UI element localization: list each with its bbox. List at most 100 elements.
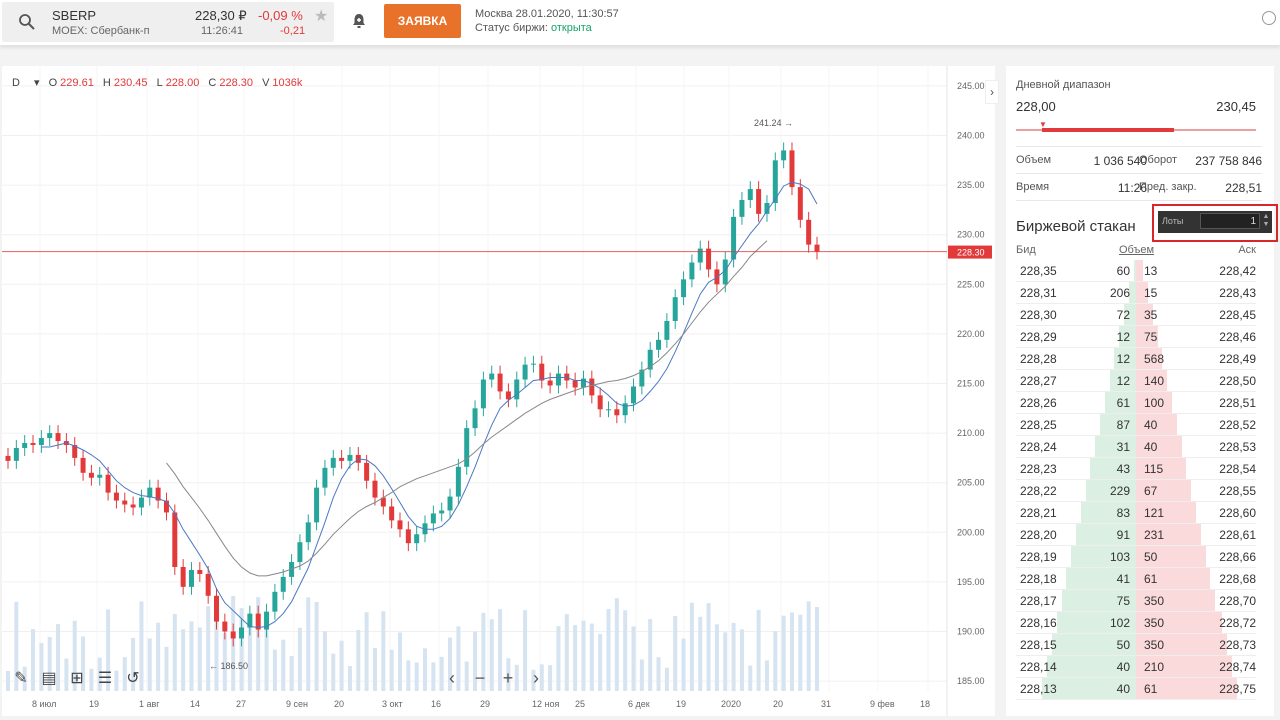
- chart-panel[interactable]: 245.00 240.00 235.00 230.00 225.00 220.00 215.…: [2, 66, 999, 716]
- orderbook-row[interactable]: 228,19 103 50 228,66: [1016, 546, 1256, 568]
- ask-depth-bar: [1136, 546, 1206, 567]
- bid-price: 228,15: [1020, 638, 1057, 652]
- orderbook-row[interactable]: 228,35 60 13 228,42: [1016, 260, 1256, 282]
- orderbook-row[interactable]: 228,22 229 67 228,55: [1016, 480, 1256, 502]
- orderbook-row[interactable]: 228,14 40 210 228,74: [1016, 656, 1256, 678]
- zoom-in-button[interactable]: +: [502, 668, 514, 688]
- orderbook-row[interactable]: 228,29 12 75 228,46: [1016, 326, 1256, 348]
- orderbook-row[interactable]: 228,26 61 100 228,51: [1016, 392, 1256, 414]
- timeframe-selector[interactable]: D: [12, 77, 20, 89]
- bid-depth-bar: [1119, 326, 1136, 347]
- order-button[interactable]: ЗАЯВКА: [384, 4, 461, 38]
- volume-bar: [606, 608, 611, 691]
- volume-bar: [314, 601, 319, 691]
- orderbook-row[interactable]: 228,16 102 350 228,72: [1016, 612, 1256, 634]
- bid-depth-bar: [1100, 414, 1136, 435]
- col-volume-header[interactable]: Объем: [1119, 244, 1155, 256]
- volume-bar: [439, 656, 444, 691]
- ticker-selector[interactable]: SBERP MOEX: Сбербанк-п 228,30 ₽ -0,09 % …: [2, 2, 334, 42]
- max-price-label: 241.24 →: [754, 118, 793, 128]
- ask-depth-bar: [1136, 634, 1228, 655]
- prev-close-label: Пред. закр.: [1139, 181, 1197, 193]
- candle-body: [464, 428, 470, 467]
- ohlc-legend: D ▾ O 229.61 H 230.45 L 228.00 C 228.30 V 1036…: [12, 77, 303, 89]
- orderbook-row[interactable]: 228,25 87 40 228,52: [1016, 414, 1256, 436]
- volume-bar: [281, 639, 286, 691]
- volume-bar: [197, 627, 202, 691]
- ask-depth-bar: [1136, 678, 1237, 699]
- volume-bar: [372, 648, 377, 691]
- ask-volume: 115: [1144, 462, 1164, 476]
- volume-bar: [347, 666, 352, 691]
- market-time: Москва 28.01.2020, 11:30:57: [475, 8, 619, 20]
- volume-bar: [506, 658, 511, 691]
- orderbook-row[interactable]: 228,27 12 140 228,50: [1016, 370, 1256, 392]
- time-label: Время: [1016, 181, 1050, 193]
- scroll-right-button[interactable]: ›: [533, 668, 539, 688]
- volume-bar: [172, 613, 177, 691]
- candle-body: [522, 364, 528, 380]
- add-indicator-icon[interactable]: ⊞: [70, 670, 84, 687]
- candle-body: [797, 187, 803, 220]
- volume-bar: [156, 622, 161, 691]
- orderbook-row[interactable]: 228,31 206 15 228,43: [1016, 282, 1256, 304]
- price-chart[interactable]: 245.00 240.00 235.00 230.00 225.00 220.00 215.…: [2, 66, 995, 716]
- orderbook-row[interactable]: 228,20 91 231 228,61: [1016, 524, 1256, 546]
- lots-input[interactable]: [1200, 213, 1260, 229]
- candle-body: [47, 433, 53, 439]
- x-tick-label: 8 июл: [32, 699, 56, 709]
- candle-body: [605, 409, 611, 411]
- volume-bar: [389, 649, 394, 691]
- star-icon[interactable]: ★: [314, 8, 329, 25]
- bid-volume: 87: [1116, 418, 1130, 432]
- zoom-out-button[interactable]: −: [474, 668, 486, 688]
- pencil-icon[interactable]: ✎: [14, 670, 28, 687]
- candle-body: [330, 457, 336, 468]
- close-icon[interactable]: [1262, 11, 1276, 25]
- reset-icon[interactable]: ↺: [126, 670, 140, 687]
- volume-bar: [222, 633, 227, 691]
- volume-bar: [39, 642, 44, 691]
- orderbook-row[interactable]: 228,28 12 568 228,49: [1016, 348, 1256, 370]
- x-tick-label: 16: [431, 699, 441, 709]
- orderbook-row[interactable]: 228,24 31 40 228,53: [1016, 436, 1256, 458]
- orderbook-row[interactable]: 228,23 43 115 228,54: [1016, 458, 1256, 480]
- ask-volume: 50: [1144, 550, 1158, 564]
- ask-depth-bar: [1136, 392, 1172, 413]
- orderbook-row[interactable]: 228,17 75 350 228,70: [1016, 590, 1256, 612]
- orderbook-row[interactable]: 228,21 83 121 228,60: [1016, 502, 1256, 524]
- orderbook-row[interactable]: 228,18 41 61 228,68: [1016, 568, 1256, 590]
- x-tick-label: 6 дек: [628, 699, 650, 709]
- candle-body: [222, 621, 228, 632]
- volume-bar: [139, 601, 144, 691]
- orderbook-row[interactable]: 228,15 50 350 228,73: [1016, 634, 1256, 656]
- volume-bar: [423, 648, 428, 691]
- volume-bar: [114, 670, 119, 691]
- x-tick-label: 2020: [721, 699, 741, 709]
- candle-body: [697, 248, 703, 263]
- ticker-change-abs: -0,21: [280, 25, 306, 37]
- ask-volume: 140: [1144, 374, 1165, 388]
- daily-range-high: 230,45: [1216, 99, 1256, 114]
- bid-depth-bar: [1066, 568, 1136, 589]
- layers-icon[interactable]: ▤: [41, 670, 57, 687]
- bid-depth-bar: [1085, 480, 1136, 501]
- ask-price: 228,51: [1219, 396, 1256, 410]
- orderbook-row[interactable]: 228,13 40 61 228,75: [1016, 678, 1256, 700]
- chevron-right-icon[interactable]: ›: [985, 80, 999, 104]
- orderbook-row[interactable]: 228,30 72 35 228,45: [1016, 304, 1256, 326]
- ask-price: 228,46: [1219, 330, 1256, 344]
- candle-body: [580, 378, 586, 388]
- settings-sliders-icon[interactable]: ☰: [97, 670, 113, 687]
- candle-body: [72, 445, 78, 458]
- lots-stepper[interactable]: ▲ ▼: [1262, 213, 1270, 228]
- scroll-left-button[interactable]: ‹: [449, 668, 455, 688]
- ohlc-dropdown-icon[interactable]: ▾: [33, 77, 40, 89]
- volume-bar: [14, 601, 19, 691]
- ask-price: 228,68: [1219, 572, 1256, 586]
- volume-bar: [131, 637, 136, 691]
- volume-bar: [297, 627, 302, 691]
- search-icon[interactable]: [18, 13, 36, 31]
- volume-bar: [548, 665, 553, 691]
- alert-bell-icon[interactable]: [350, 12, 368, 30]
